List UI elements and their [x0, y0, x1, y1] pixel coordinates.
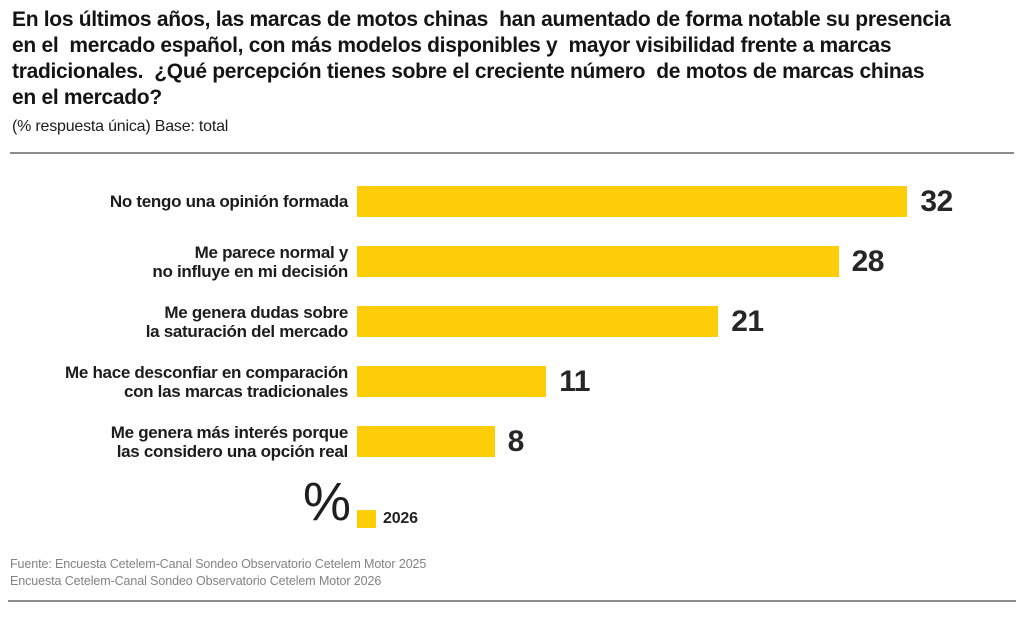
title-line-1: En los últimos años, las marcas de motos…: [12, 8, 951, 31]
category-label: Me genera dudas sobre la saturación del …: [145, 302, 349, 341]
source-note: Fuente: Encuesta Cetelem-Canal Sondeo Ob…: [10, 556, 426, 590]
bar-2026: [357, 426, 495, 457]
value-label: 28: [851, 244, 885, 278]
value-label: 8: [507, 424, 525, 458]
bar-row: Me genera dudas sobre la saturación del …: [0, 303, 1024, 341]
bar-2026: [357, 186, 908, 217]
bar-2026: [357, 246, 839, 277]
legend-label: 2026: [383, 510, 418, 527]
bar-row: Me parece normal y no influye en mi deci…: [0, 243, 1024, 281]
value-label: 21: [731, 304, 764, 338]
category-label: Me parece normal y no influye en mi deci…: [152, 242, 348, 281]
bar-row: Me genera más interés porque las conside…: [0, 423, 1024, 461]
legend-item-2026: 2026: [357, 510, 418, 528]
divider-top: [10, 152, 1014, 154]
title-line-4: en el mercado?: [12, 86, 162, 109]
value-label: 32: [920, 184, 953, 218]
survey-question-title: En los últimos años, las marcas de motos…: [12, 7, 1016, 111]
bar-2026: [357, 306, 719, 337]
source-line-1: Fuente: Encuesta Cetelem-Canal Sondeo Ob…: [10, 557, 427, 571]
value-label: 11: [559, 364, 590, 398]
legend-swatch: [357, 510, 376, 528]
category-label: Me genera más interés porque las conside…: [110, 422, 349, 461]
bar-row: No tengo una opinión formada 32: [0, 184, 1024, 218]
title-line-2: en el mercado español, con más modelos d…: [12, 34, 892, 57]
category-label: Me hace desconfiar en comparación con la…: [65, 362, 348, 401]
category-label: No tengo una opinión formada: [109, 192, 348, 211]
percent-unit-symbol: %: [303, 472, 352, 532]
divider-bottom: [8, 600, 1016, 602]
source-line-2: Encuesta Cetelem-Canal Sondeo Observator…: [10, 574, 382, 588]
bar-row: Me hace desconfiar en comparación con la…: [0, 363, 1024, 401]
title-line-3: tradicionales. ¿Qué percepción tienes so…: [12, 60, 925, 83]
base-note: (% respuesta única) Base: total: [12, 118, 229, 135]
bar-chart: No tengo una opinión formada 32 Me parece …: [0, 184, 1024, 486]
bar-2026: [357, 366, 547, 397]
